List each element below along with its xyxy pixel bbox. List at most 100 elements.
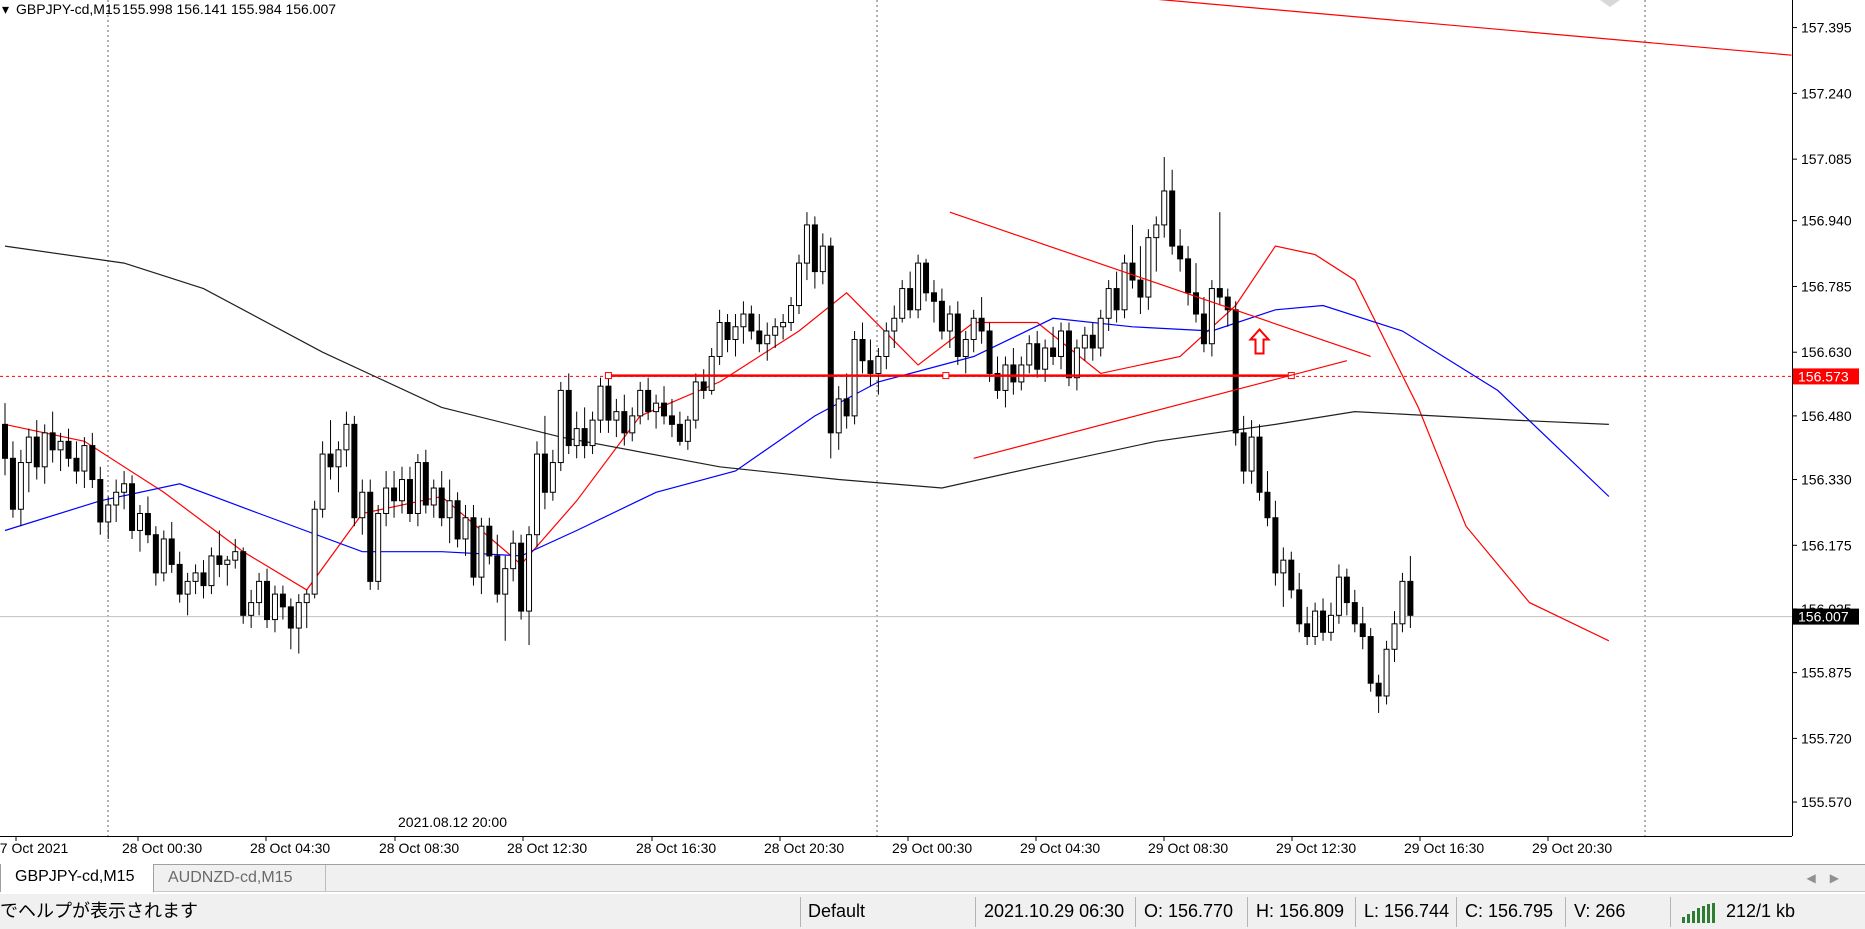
candle-bull [399, 479, 405, 502]
time-tick-label: 28 Oct 20:30 [764, 840, 844, 856]
candle-bear [756, 330, 763, 345]
candle-bull [430, 487, 437, 506]
status-divider [1135, 897, 1136, 927]
candle-bear [811, 224, 818, 273]
connection-bars-icon[interactable] [1682, 903, 1720, 923]
candle-bear [994, 372, 1001, 391]
price-chart[interactable]: 157.395 157.240 157.085 156.940 156.785 156.6… [0, 0, 1865, 862]
support-line-handle [942, 372, 950, 380]
candle-bull [1248, 436, 1255, 472]
time-tick-label: 29 Oct 00:30 [892, 840, 972, 856]
candle-bear [470, 517, 477, 578]
candle-bear [1367, 636, 1374, 684]
candle-bull [803, 224, 810, 264]
candle-bull [589, 419, 596, 447]
candle-bull [335, 449, 342, 468]
candle-bear [279, 593, 286, 608]
price-tick-label: 156.940 [1801, 213, 1852, 229]
candle-bull [962, 338, 969, 357]
candle-bull [1073, 347, 1080, 379]
price-tick-label: 155.720 [1801, 730, 1852, 746]
price-tick-label: 155.875 [1801, 665, 1852, 681]
candle-bull [1327, 614, 1334, 633]
candle-bull [533, 453, 540, 536]
candle-bear [200, 572, 207, 587]
tab-scroll-arrows[interactable]: ◀▶ [1807, 865, 1853, 891]
candle-bear [264, 580, 271, 621]
candle-bull [311, 508, 318, 595]
status-profile[interactable]: Default [808, 901, 866, 921]
candle-bear [605, 385, 612, 421]
candle-bull [899, 288, 906, 319]
candle-bear [565, 389, 572, 447]
candle-bull [1391, 623, 1398, 650]
candle-bull [732, 326, 739, 340]
candle-bear [152, 534, 159, 574]
candle-bull [796, 262, 802, 307]
status-divider [975, 897, 976, 927]
candle-bear [1169, 190, 1176, 247]
candle-bear [1129, 262, 1136, 281]
scroll-shift-marker[interactable] [1600, 0, 1620, 7]
tab-gbpjpy[interactable]: GBPJPY-cd,M15 [0, 864, 154, 892]
time-tick-label: 29 Oct 04:30 [1020, 840, 1100, 856]
chart-menu-arrow-icon[interactable]: ▾ [2, 1, 9, 17]
candle-bear [391, 487, 398, 502]
candle-bull [637, 389, 644, 417]
candle-bear [422, 462, 429, 506]
candle-bear [978, 317, 985, 332]
candle-bear [1216, 288, 1223, 298]
candle-bull [772, 326, 779, 336]
candle-bear [1065, 330, 1072, 379]
time-tick-label: 29 Oct 08:30 [1148, 840, 1228, 856]
drawing-objects[interactable] [604, 0, 1792, 459]
candle-bear [1089, 334, 1096, 349]
price-tick-label: 157.085 [1801, 151, 1852, 167]
candle-bear [1193, 292, 1199, 315]
candle-bear [541, 453, 548, 493]
candle-bear [645, 389, 652, 413]
candle-bear [1359, 623, 1366, 638]
candle-bull [549, 462, 556, 493]
candle-bear [930, 292, 937, 302]
chart-symbol-header: GBPJPY-cd,M15 [16, 1, 121, 17]
time-tick-label: 29 Oct 16:30 [1404, 840, 1484, 856]
tab-audnzd[interactable]: AUDNZD-cd,M15 [154, 865, 326, 891]
candle-bear [1050, 347, 1057, 357]
tab-scroll-right-icon[interactable]: ▶ [1829, 871, 1853, 885]
candle-bear [1375, 682, 1382, 697]
time-axis: 27 Oct 2021 28 Oct 00:30 28 Oct 04:30 28 Oc… [0, 836, 1612, 856]
up-arrow-icon [1248, 327, 1271, 355]
candle-bear [73, 457, 80, 472]
candle-bull [557, 389, 564, 464]
candle-bull [383, 487, 390, 514]
candle-bear [129, 483, 136, 531]
status-low: L: 156.744 [1364, 901, 1450, 921]
candle-bear [748, 313, 755, 332]
candle-bear [1137, 279, 1144, 298]
candle-bear [1224, 296, 1231, 311]
candle-bull [1335, 576, 1342, 616]
candle-bull [248, 602, 255, 616]
candle-bear [1272, 517, 1279, 574]
candle-bear [938, 300, 945, 332]
tab-scroll-left-icon[interactable]: ◀ [1806, 871, 1830, 885]
price-tick-label: 156.630 [1801, 344, 1852, 360]
candle-bear [168, 538, 175, 565]
candlesticks [2, 157, 1414, 713]
candle-bull [891, 317, 898, 332]
moving-average-line [4, 304, 1610, 557]
status-divider [1247, 897, 1248, 927]
status-divider [800, 897, 801, 927]
candle-bull [375, 512, 382, 582]
candle-bull [319, 453, 326, 510]
candle-bear [2, 423, 8, 459]
candle-bear [65, 440, 72, 459]
candle-bull [303, 593, 310, 604]
candle-bull [629, 415, 636, 434]
candle-bull [295, 602, 302, 629]
time-tick-label: 27 Oct 2021 [0, 840, 68, 856]
candle-bear [240, 551, 247, 616]
status-bar: でヘルプが表示されます Default 2021.10.29 06:30 O: … [0, 894, 1865, 929]
candle-bear [581, 428, 588, 447]
